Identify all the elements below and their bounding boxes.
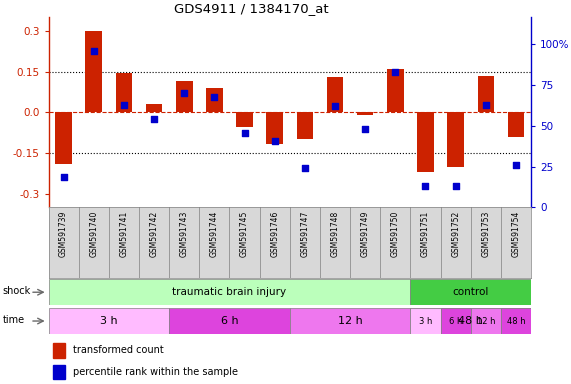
Text: GSM591743: GSM591743: [180, 211, 189, 257]
Text: GSM591741: GSM591741: [119, 211, 128, 257]
Bar: [441, 308, 471, 334]
Bar: [53, 343, 66, 358]
Bar: [508, 112, 524, 137]
Bar: [477, 76, 494, 112]
Bar: [327, 77, 343, 112]
Text: 3 h: 3 h: [419, 316, 432, 326]
Bar: [417, 112, 434, 172]
Text: 3 h: 3 h: [100, 316, 118, 326]
Bar: [357, 112, 373, 115]
Text: GSM591746: GSM591746: [270, 211, 279, 257]
Point: [240, 130, 249, 136]
Text: GSM591751: GSM591751: [421, 211, 430, 257]
Point: [59, 174, 68, 180]
Point: [481, 102, 490, 108]
Bar: [169, 308, 289, 334]
Point: [210, 94, 219, 101]
Point: [451, 183, 460, 189]
Text: traumatic brain injury: traumatic brain injury: [172, 287, 287, 297]
Bar: [53, 365, 66, 379]
Bar: [296, 112, 313, 139]
Bar: [116, 73, 132, 112]
Point: [89, 48, 98, 54]
Bar: [236, 112, 253, 127]
Text: GSM591748: GSM591748: [331, 211, 340, 257]
Bar: [501, 308, 531, 334]
Text: GSM591745: GSM591745: [240, 211, 249, 257]
Text: GSM591739: GSM591739: [59, 211, 68, 257]
Bar: [267, 112, 283, 144]
Text: shock: shock: [2, 286, 31, 296]
Bar: [411, 279, 531, 305]
Text: GSM591747: GSM591747: [300, 211, 309, 257]
Point: [391, 69, 400, 75]
Text: GSM591752: GSM591752: [451, 211, 460, 257]
Text: 12 h: 12 h: [477, 316, 495, 326]
Point: [512, 162, 521, 168]
Bar: [447, 112, 464, 167]
Bar: [411, 308, 531, 334]
Text: 6 h: 6 h: [449, 316, 463, 326]
Text: GSM591740: GSM591740: [89, 211, 98, 257]
Text: control: control: [453, 287, 489, 297]
Point: [331, 103, 340, 109]
Text: 6 h: 6 h: [220, 316, 238, 326]
Text: GSM591742: GSM591742: [150, 211, 159, 257]
Bar: [146, 104, 162, 112]
Point: [150, 116, 159, 122]
Point: [270, 137, 279, 144]
Point: [421, 183, 430, 189]
Text: 48 h: 48 h: [506, 316, 525, 326]
Point: [300, 165, 309, 171]
Bar: [411, 308, 441, 334]
Text: GSM591749: GSM591749: [361, 211, 369, 257]
Text: transformed count: transformed count: [73, 345, 163, 356]
Title: GDS4911 / 1384170_at: GDS4911 / 1384170_at: [174, 2, 328, 15]
Text: GSM591753: GSM591753: [481, 211, 490, 257]
Bar: [387, 69, 404, 112]
Bar: [471, 308, 501, 334]
Bar: [206, 88, 223, 112]
Bar: [49, 279, 411, 305]
Bar: [49, 308, 169, 334]
Point: [361, 126, 370, 132]
Bar: [176, 81, 192, 112]
Bar: [289, 308, 411, 334]
Point: [119, 102, 128, 108]
Text: GSM591744: GSM591744: [210, 211, 219, 257]
Text: 12 h: 12 h: [337, 316, 363, 326]
Point: [180, 90, 189, 96]
Bar: [86, 31, 102, 112]
Bar: [55, 112, 72, 164]
Text: 48 h: 48 h: [459, 316, 483, 326]
Text: GSM591754: GSM591754: [512, 211, 520, 257]
Text: GSM591750: GSM591750: [391, 211, 400, 257]
Text: time: time: [2, 315, 25, 325]
Text: percentile rank within the sample: percentile rank within the sample: [73, 367, 238, 377]
